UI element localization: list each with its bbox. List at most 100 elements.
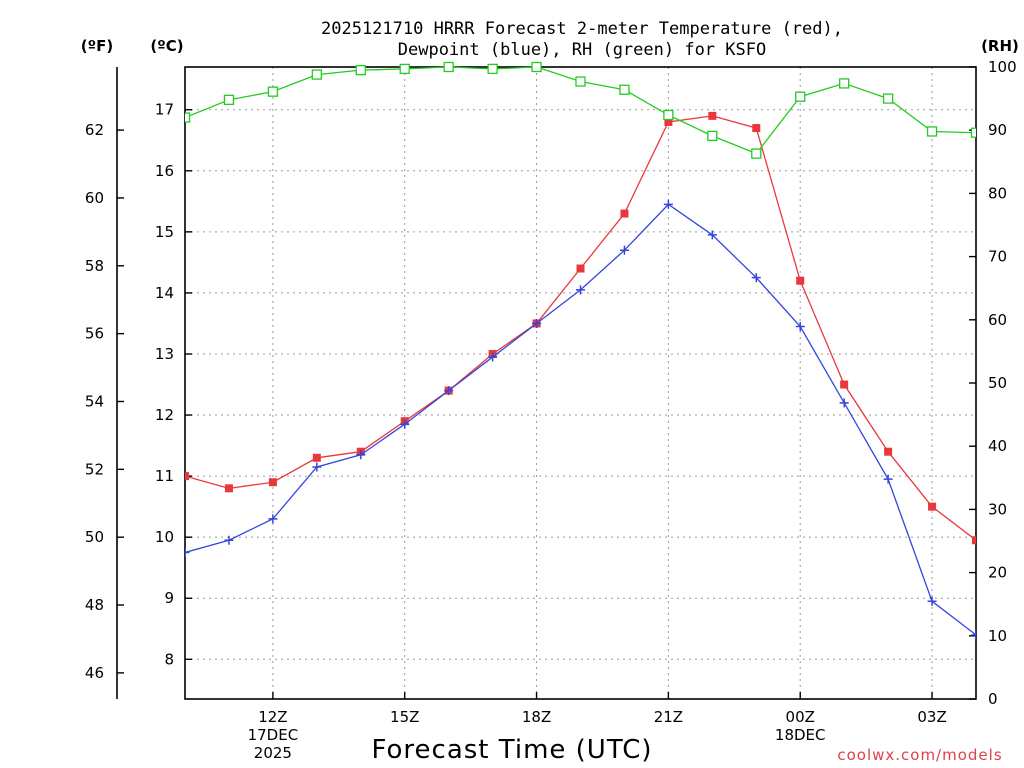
dewpoint-point — [663, 199, 673, 209]
celsius-tick-label: 8 — [164, 650, 174, 668]
source-credit: coolwx.com/models — [837, 746, 1002, 764]
relative-humidity-point — [311, 69, 322, 80]
temperature-point — [796, 276, 805, 285]
dewpoint-point — [400, 419, 410, 429]
rh-tick-label: 70 — [988, 248, 1007, 266]
dewpoint-point — [927, 596, 937, 606]
x-tick-label: 17DEC — [248, 726, 299, 744]
dewpoint-point — [839, 398, 849, 408]
fahrenheit-tick-label: 60 — [85, 189, 104, 207]
dewpoint-point — [619, 245, 629, 255]
x-tick-label: 03Z — [917, 708, 946, 726]
dewpoint-point — [707, 230, 717, 240]
dewpoint-point — [224, 535, 234, 545]
relative-humidity-point — [575, 76, 586, 87]
dewpoint-point — [576, 285, 585, 295]
relative-humidity-point — [267, 86, 279, 97]
relative-humidity-point — [487, 63, 498, 75]
dewpoint-point — [185, 547, 190, 557]
dewpoint-point — [312, 462, 322, 472]
dewpoint-point — [268, 514, 278, 524]
celsius-tick-label: 12 — [155, 406, 174, 424]
dewpoint-point — [356, 450, 366, 460]
dewpoint-point — [532, 318, 542, 328]
fahrenheit-tick-label: 56 — [85, 325, 104, 343]
x-tick-label: 18Z — [522, 708, 551, 726]
relative-humidity-point — [707, 130, 718, 142]
celsius-tick-label: 11 — [155, 467, 174, 485]
celsius-tick-label: 17 — [155, 101, 174, 119]
temperature-point — [576, 264, 585, 273]
fahrenheit-unit-label: (ºF) — [81, 37, 113, 55]
dewpoint-point — [795, 322, 805, 332]
fahrenheit-tick-label: 50 — [85, 528, 104, 546]
temperature-point — [312, 453, 321, 462]
fahrenheit-tick-label: 62 — [85, 121, 104, 139]
x-tick-label: 21Z — [654, 708, 683, 726]
x-tick-label: 12Z — [258, 708, 287, 726]
celsius-unit-label: (ºC) — [150, 37, 183, 55]
rh-tick-label: 20 — [988, 564, 1007, 582]
x-tick-label: 15Z — [390, 708, 419, 726]
relative-humidity-point — [531, 61, 542, 73]
rh-tick-label: 100 — [988, 58, 1017, 76]
chart-title-line-1: 2025121710 HRRR Forecast 2-meter Tempera… — [321, 19, 843, 39]
x-axis-title: Forecast Time (UTC) — [371, 735, 652, 765]
temperature-point — [664, 117, 673, 126]
temperature-point — [620, 209, 629, 218]
fahrenheit-tick-label: 58 — [85, 257, 104, 275]
relative-humidity-point — [926, 126, 938, 137]
temperature-point — [708, 111, 717, 120]
celsius-tick-label: 15 — [155, 223, 174, 241]
relative-humidity-point — [443, 61, 454, 73]
temperature-point — [224, 484, 233, 493]
relative-humidity-point — [355, 65, 366, 76]
relative-humidity-point — [399, 63, 410, 75]
relative-humidity-point — [839, 78, 850, 89]
relative-humidity-point — [970, 127, 976, 138]
dewpoint-point — [751, 273, 761, 283]
temperature-point — [840, 380, 849, 389]
temperature-point — [928, 502, 937, 511]
rh-tick-label: 30 — [988, 500, 1007, 518]
axes: 8 9 10 11 12 13 14 15 16 17 46 48 50 52 54 56 58 60 62 0 10 2… — [85, 58, 1017, 762]
x-tick-label: 18DEC — [775, 726, 826, 744]
celsius-tick-label: 9 — [164, 589, 174, 607]
relative-humidity-point — [619, 84, 630, 95]
temperature-point — [972, 536, 976, 545]
rh-tick-label: 90 — [988, 121, 1007, 139]
temperature-point — [268, 478, 277, 487]
relative-humidity-point — [185, 112, 191, 123]
relative-humidity-point — [795, 91, 806, 102]
rh-tick-label: 0 — [988, 690, 998, 708]
relative-humidity-point — [223, 94, 235, 106]
rh-unit-label: (RH) — [981, 37, 1019, 55]
temperature-point — [752, 124, 761, 133]
celsius-tick-label: 16 — [155, 162, 174, 180]
celsius-tick-label: 10 — [155, 528, 174, 546]
dewpoint-point — [488, 352, 498, 362]
rh-tick-label: 40 — [988, 437, 1007, 455]
rh-tick-label: 10 — [988, 627, 1007, 645]
relative-humidity-point — [882, 93, 894, 104]
x-tick-label: 2025 — [254, 744, 292, 762]
relative-humidity-point — [663, 109, 674, 121]
fahrenheit-tick-label: 54 — [85, 392, 104, 410]
fahrenheit-tick-label: 46 — [85, 664, 104, 682]
data-series — [185, 61, 976, 640]
rh-tick-label: 60 — [988, 311, 1007, 329]
temperature-point — [884, 447, 893, 456]
celsius-tick-label: 14 — [155, 284, 174, 302]
chart-title-line-2: Dewpoint (blue), RH (green) for KSFO — [398, 40, 766, 60]
rh-tick-label: 80 — [988, 184, 1007, 202]
dewpoint-point — [444, 386, 454, 396]
dewpoint-point — [883, 474, 893, 484]
celsius-tick-label: 13 — [155, 345, 174, 363]
x-tick-label: 00Z — [786, 708, 815, 726]
temperature-point — [185, 472, 189, 481]
dewpoint-point — [971, 630, 976, 640]
relative-humidity-point — [751, 148, 762, 159]
fahrenheit-tick-label: 48 — [85, 596, 104, 614]
